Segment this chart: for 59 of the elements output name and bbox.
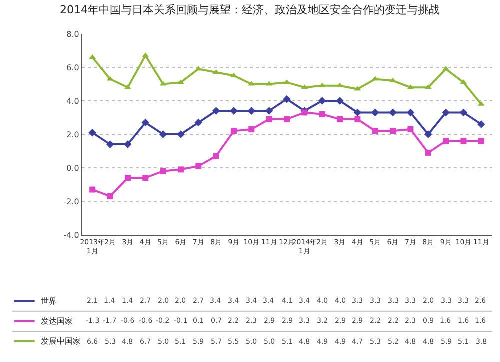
y-tick-label: 2.0 — [66, 130, 80, 140]
point — [318, 97, 326, 105]
point — [354, 116, 361, 122]
point — [302, 110, 308, 116]
chart-title: 2014年中国与日本关系回顾与展望：经济、政治及地区安全合作的变迁与挑战 — [60, 4, 440, 17]
point — [478, 138, 484, 144]
point — [248, 126, 255, 132]
point — [142, 118, 150, 127]
point — [124, 140, 132, 148]
point — [160, 168, 166, 174]
point — [213, 153, 220, 160]
point — [284, 116, 290, 122]
point — [230, 72, 238, 78]
y-tick-label: -4.0 — [64, 230, 80, 240]
point — [177, 130, 185, 138]
point — [443, 138, 450, 144]
point — [372, 128, 378, 134]
y-tick-label: 8.0 — [66, 30, 80, 39]
point — [389, 108, 397, 117]
point — [212, 107, 220, 115]
point — [460, 108, 468, 117]
point — [194, 118, 203, 127]
point — [142, 175, 149, 182]
point — [106, 140, 114, 148]
point — [336, 97, 344, 105]
point — [159, 130, 168, 138]
point — [178, 166, 184, 173]
point — [178, 80, 184, 84]
point — [230, 107, 238, 115]
point — [354, 108, 362, 117]
point — [196, 163, 202, 170]
point — [88, 128, 96, 137]
point — [319, 111, 326, 118]
y-tick-label: 0.0 — [66, 164, 80, 173]
point — [442, 108, 450, 117]
point — [390, 78, 396, 82]
legend-label: 发达国家 — [41, 317, 73, 326]
point — [336, 82, 344, 88]
point — [283, 95, 291, 104]
y-tick-label: 4.0 — [66, 96, 80, 106]
point — [284, 80, 290, 84]
point — [408, 126, 414, 132]
point — [371, 108, 380, 117]
point — [124, 175, 131, 182]
point — [390, 128, 396, 134]
point — [107, 193, 114, 200]
point — [424, 130, 432, 138]
point — [406, 108, 415, 117]
y-tick-label: -2.0 — [64, 197, 80, 206]
point — [337, 116, 344, 122]
point — [230, 128, 237, 134]
point — [478, 120, 486, 128]
point — [460, 138, 467, 144]
point — [425, 150, 432, 156]
point — [266, 116, 272, 122]
legend-label: 发展中国家 — [41, 337, 81, 346]
legend-label: 世界 — [41, 297, 57, 306]
y-tick-label: 6.0 — [66, 63, 80, 72]
point — [90, 186, 96, 193]
